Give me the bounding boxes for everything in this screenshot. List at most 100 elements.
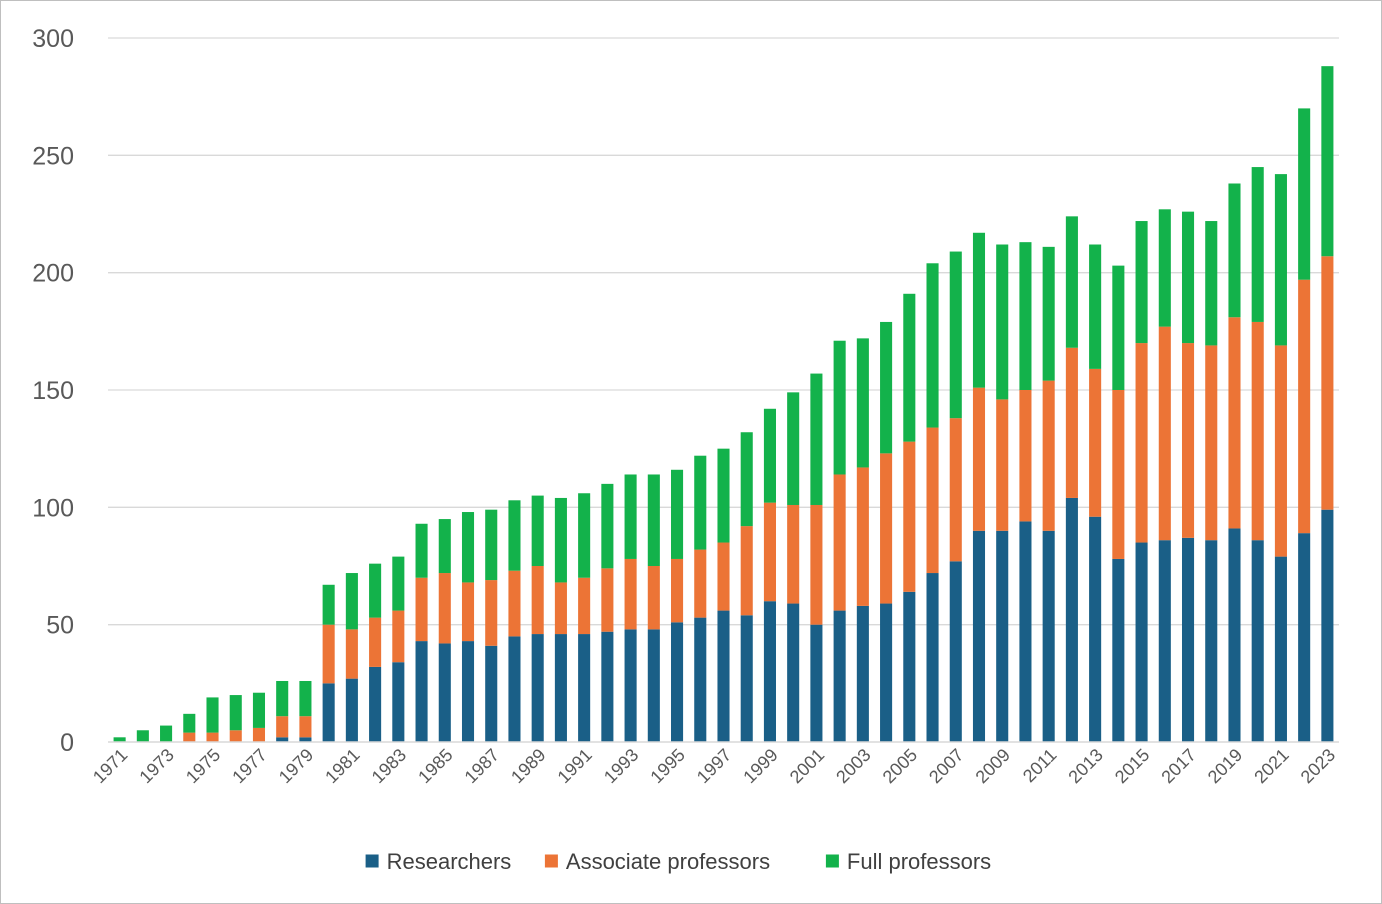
bar-researchers-2018 xyxy=(1205,540,1218,742)
bar-full-professors-1975 xyxy=(206,697,219,733)
bar-researchers-2023 xyxy=(1321,509,1334,742)
bar-full-professors-1979 xyxy=(299,680,312,717)
bar-associate-professors-1986 xyxy=(461,582,475,642)
bar-full-professors-1995 xyxy=(671,469,684,559)
bar-associate-professors-1979 xyxy=(299,716,312,738)
bar-researchers-1987 xyxy=(485,645,498,742)
bar-associate-professors-2010 xyxy=(1019,390,1032,522)
x-tick-label: 2003 xyxy=(832,745,874,787)
x-tick-label: 1975 xyxy=(182,745,224,787)
bar-full-professors-1983 xyxy=(392,556,405,611)
bar-associate-professors-2009 xyxy=(996,399,1009,531)
bar-researchers-1992 xyxy=(601,631,614,742)
y-tick-label: 200 xyxy=(32,260,74,288)
bar-associate-professors-1994 xyxy=(647,566,660,630)
bar-associate-professors-2021 xyxy=(1274,345,1287,557)
bar-associate-professors-1988 xyxy=(508,570,521,637)
legend: Researchers Associate professors Full prof… xyxy=(365,849,991,874)
bar-researchers-2005 xyxy=(903,591,916,742)
y-tick-label: 300 xyxy=(32,25,74,53)
bar-researchers-2014 xyxy=(1112,558,1125,742)
bar-associate-professors-1982 xyxy=(369,617,382,667)
bar-researchers-1996 xyxy=(694,617,707,742)
bar-associate-professors-1995 xyxy=(671,558,684,623)
x-tick-label: 1989 xyxy=(507,745,549,787)
x-tick-label: 2019 xyxy=(1204,745,1246,787)
bar-full-professors-1972 xyxy=(136,730,149,742)
bar-researchers-1979 xyxy=(299,737,312,742)
bar-associate-professors-2005 xyxy=(903,441,916,592)
bar-full-professors-2017 xyxy=(1181,211,1195,344)
legend-label-researchers: Researchers xyxy=(387,849,512,874)
bar-researchers-2006 xyxy=(926,573,939,742)
bar-full-professors-2008 xyxy=(972,232,986,388)
bar-associate-professors-1977 xyxy=(252,727,266,742)
bar-full-professors-1996 xyxy=(694,455,707,550)
bar-researchers-1991 xyxy=(578,634,591,742)
bar-associate-professors-1997 xyxy=(717,542,730,611)
bar-full-professors-1993 xyxy=(624,474,637,559)
bar-researchers-1983 xyxy=(392,662,405,742)
bar-researchers-2008 xyxy=(972,530,986,742)
bar-full-professors-2001 xyxy=(810,373,823,505)
bar-full-professors-1998 xyxy=(740,432,753,527)
bar-associate-professors-2012 xyxy=(1065,347,1078,498)
bar-full-professors-2014 xyxy=(1112,265,1125,390)
bar-associate-professors-1998 xyxy=(740,526,753,616)
bar-associate-professors-2017 xyxy=(1181,343,1195,538)
bar-researchers-2020 xyxy=(1251,540,1264,742)
bar-associate-professors-2000 xyxy=(787,504,800,604)
bar-full-professors-1984 xyxy=(415,523,428,578)
bar-researchers-2017 xyxy=(1181,537,1195,742)
bar-full-professors-1973 xyxy=(160,725,173,742)
x-tick-label: 1983 xyxy=(368,745,410,787)
bar-full-professors-1989 xyxy=(531,495,544,566)
bar-associate-professors-2008 xyxy=(972,387,986,531)
x-tick-label: 1979 xyxy=(275,745,317,787)
bar-associate-professors-1992 xyxy=(601,568,614,632)
x-tick-label: 2005 xyxy=(879,745,921,787)
bar-full-professors-1982 xyxy=(369,563,382,618)
bar-associate-professors-2013 xyxy=(1089,368,1102,517)
bar-researchers-1980 xyxy=(322,683,335,742)
bar-researchers-1998 xyxy=(740,615,753,742)
bar-associate-professors-2018 xyxy=(1205,345,1218,541)
x-tick-label: 2017 xyxy=(1157,745,1199,787)
bar-associate-professors-1996 xyxy=(694,549,707,618)
bar-full-professors-2000 xyxy=(787,392,800,505)
bar-associate-professors-1990 xyxy=(554,582,567,635)
bar-researchers-1981 xyxy=(345,678,358,742)
x-tick-label: 2007 xyxy=(925,745,967,787)
bar-researchers-1982 xyxy=(369,666,382,742)
bar-full-professors-2006 xyxy=(926,263,939,428)
bar-researchers-2003 xyxy=(856,605,869,742)
bar-associate-professors-1993 xyxy=(624,558,637,630)
bar-researchers-2000 xyxy=(787,603,800,742)
bar-associate-professors-2007 xyxy=(949,418,962,562)
bar-researchers-2013 xyxy=(1089,516,1102,742)
bar-researchers-1989 xyxy=(531,634,544,742)
bar-researchers-2002 xyxy=(833,610,846,742)
bar-researchers-2019 xyxy=(1228,528,1241,742)
bars xyxy=(113,66,1334,742)
bar-associate-professors-1981 xyxy=(345,629,358,679)
legend-swatch-associate-professors xyxy=(544,854,558,868)
bar-full-professors-2015 xyxy=(1135,221,1148,344)
bar-associate-professors-2004 xyxy=(880,453,893,604)
x-tick-label: 2011 xyxy=(1019,745,1061,787)
bar-researchers-1984 xyxy=(415,641,428,742)
bar-associate-professors-1974 xyxy=(183,732,196,742)
x-tick-label: 1973 xyxy=(135,745,177,787)
bar-full-professors-2011 xyxy=(1042,246,1055,381)
bar-researchers-2007 xyxy=(949,561,962,742)
bar-researchers-1985 xyxy=(438,643,451,742)
bar-associate-professors-2014 xyxy=(1112,390,1125,559)
bar-researchers-2021 xyxy=(1274,556,1287,742)
bar-full-professors-2002 xyxy=(833,340,846,475)
y-tick-label: 50 xyxy=(46,612,74,640)
legend-label-associate-professors: Associate professors xyxy=(566,849,770,874)
bar-researchers-1986 xyxy=(461,641,475,742)
bar-associate-professors-1999 xyxy=(763,502,776,602)
